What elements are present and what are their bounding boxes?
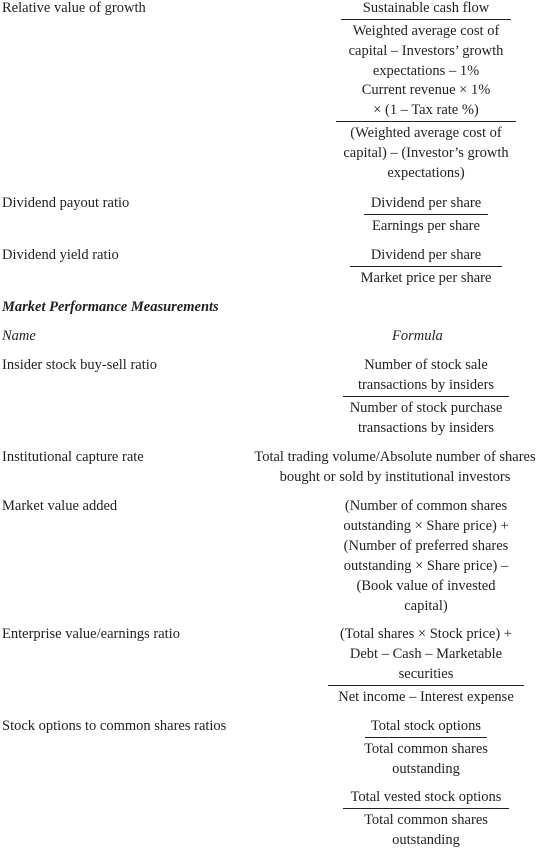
fraction: (Total shares × Stock price) + Debt – Ca…: [300, 624, 552, 707]
numerator: (Total shares × Stock price) + Debt – Ca…: [328, 624, 524, 686]
numerator: Total vested stock options: [343, 787, 509, 809]
numerator-line: Number of stock sale: [364, 357, 488, 373]
numerator: Total stock options: [365, 716, 487, 738]
formula-line: outstanding × Share price) +: [343, 518, 509, 534]
denominator-line: Total common shares: [364, 812, 488, 828]
numerator: Dividend per share: [364, 193, 488, 215]
numerator: Dividend per share: [350, 245, 502, 267]
denominator-line: transactions by insiders: [357, 420, 495, 436]
denominator-line: Weighted average cost of: [352, 23, 500, 39]
numerator-line: Debt – Cash – Marketable: [349, 646, 503, 662]
numerator-line: × (1 – Tax rate %): [373, 102, 479, 118]
numerator-line: Total vested stock options: [350, 789, 502, 805]
numerator-line: transactions by insiders: [357, 377, 495, 393]
denominator-line: Total common shares: [364, 741, 488, 757]
denominator-line: Net income – Interest expense: [338, 689, 514, 705]
denominator-line: Earnings per share: [372, 218, 480, 234]
denominator-line: expectations): [387, 165, 465, 181]
numerator-line: Sustainable cash flow: [362, 0, 490, 16]
metric-name: Relative value of growth: [2, 0, 146, 16]
denominator-line: outstanding: [392, 832, 460, 848]
fraction: Number of stock sale transactions by ins…: [300, 355, 552, 438]
denominator-line: expectations – 1%: [372, 63, 480, 79]
numerator: Current revenue × 1% × (1 – Tax rate %): [336, 80, 516, 122]
formula-line: bought or sold by institutional investor…: [279, 469, 511, 485]
numerator-line: Total stock options: [370, 718, 482, 734]
numerator-line: Dividend per share: [370, 247, 482, 263]
metric-name: Institutional capture rate: [2, 449, 144, 465]
fraction: Dividend per share Earnings per share: [300, 193, 552, 236]
metric-name: Stock options to common shares ratios: [2, 718, 227, 734]
denominator: Weighted average cost of capital – Inves…: [336, 20, 516, 81]
formula-line: outstanding × Share price) –: [343, 558, 509, 574]
column-header-name: Name: [2, 328, 36, 344]
denominator-line: outstanding: [392, 761, 460, 777]
denominator: Market price per share: [350, 267, 502, 288]
fraction: Total stock options Total common shares …: [300, 716, 552, 779]
numerator: Number of stock sale transactions by ins…: [343, 355, 509, 397]
denominator: Net income – Interest expense: [328, 686, 524, 707]
metric-name: Market value added: [2, 498, 118, 514]
metric-name: Insider stock buy-sell ratio: [2, 357, 158, 373]
denominator-line: capital) – (Investor’s growth: [343, 145, 509, 161]
numerator-line: securities: [398, 666, 454, 682]
denominator: Number of stock purchase transactions by…: [340, 397, 512, 438]
denominator-line: (Weighted average cost of: [350, 125, 502, 141]
formula-line: (Number of preferred shares: [343, 538, 509, 554]
section-heading: Market Performance Measurements: [2, 299, 219, 315]
fraction: Dividend per share Market price per shar…: [300, 245, 552, 288]
numerator: Sustainable cash flow: [341, 0, 511, 20]
fraction: Current revenue × 1% × (1 – Tax rate %) …: [300, 80, 552, 183]
denominator: Earnings per share: [364, 215, 488, 236]
metric-name: Dividend yield ratio: [2, 247, 119, 263]
metric-name: Dividend payout ratio: [2, 195, 130, 211]
formula-line: (Number of common shares: [344, 498, 508, 514]
numerator-line: Dividend per share: [370, 195, 482, 211]
column-header-formula: Formula: [392, 328, 443, 344]
numerator-line: (Total shares × Stock price) +: [340, 626, 512, 642]
metric-name: Enterprise value/earnings ratio: [2, 626, 180, 642]
denominator-line: capital – Investors’ growth: [348, 43, 504, 59]
formula-text: Total trading volume/Absolute number of …: [238, 447, 552, 487]
formula-line: capital): [404, 598, 448, 614]
formula-line: (Book value of invested: [356, 578, 496, 594]
denominator-line: Number of stock purchase: [349, 400, 503, 416]
formula-text: (Number of common shares outstanding × S…: [300, 496, 552, 616]
fraction: Total vested stock options Total common …: [300, 787, 552, 850]
fraction: Sustainable cash flow Weighted average c…: [300, 0, 552, 81]
denominator: Total common shares outstanding: [351, 738, 501, 779]
denominator-line: Market price per share: [360, 270, 492, 286]
numerator-line: Current revenue × 1%: [361, 82, 491, 98]
denominator: (Weighted average cost of capital) – (In…: [336, 122, 516, 183]
denominator: Total common shares outstanding: [351, 809, 501, 850]
formula-line: Total trading volume/Absolute number of …: [254, 449, 536, 465]
